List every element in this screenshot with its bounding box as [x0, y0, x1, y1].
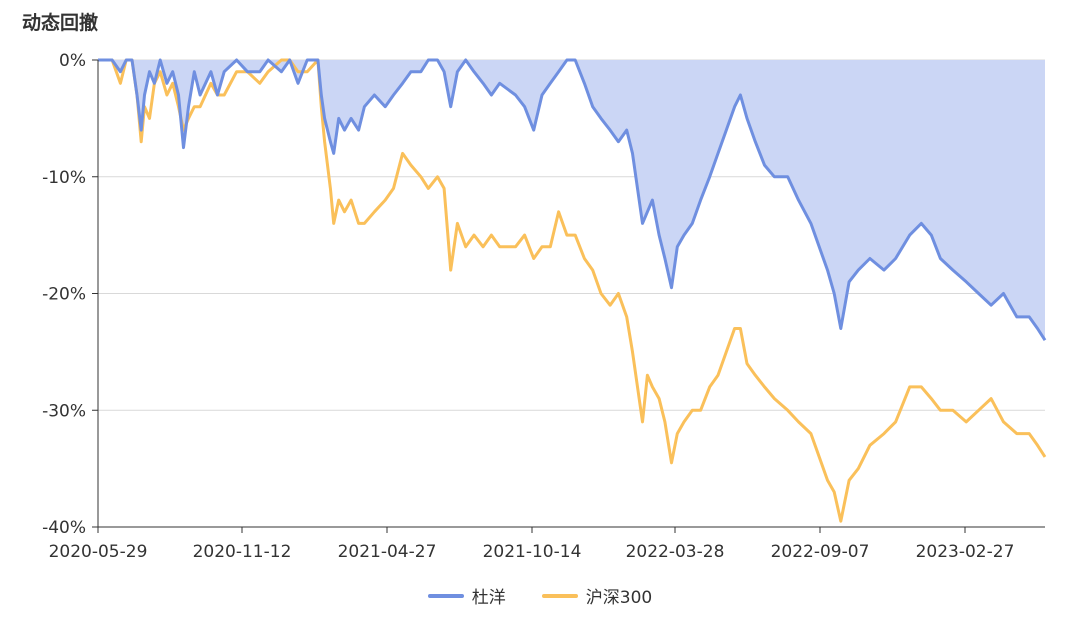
x-tick-label: 2022-09-07 [771, 542, 870, 562]
x-tick-label: 2021-04-27 [338, 542, 437, 562]
x-tick-label: 2023-02-27 [916, 542, 1015, 562]
y-tick-label: -10% [42, 168, 86, 188]
series-layer [98, 58, 1047, 523]
x-tick-label: 2021-10-14 [483, 542, 582, 562]
series-area-0 [98, 60, 1045, 341]
legend: 杜洋 沪深300 [0, 583, 1080, 608]
x-tick-label: 2020-11-12 [193, 542, 292, 562]
x-tick-label: 2020-05-29 [49, 542, 148, 562]
series-line-0 [98, 58, 1047, 342]
legend-swatch-duyang [427, 593, 464, 598]
y-tick-label: -20% [42, 285, 86, 305]
y-tick-label: -40% [42, 518, 86, 538]
y-axis-ticks: 0% -10% -20% -30% -40% [42, 51, 98, 538]
legend-swatch-hs300 [541, 593, 578, 598]
legend-label-duyang: 杜洋 [471, 588, 506, 608]
chart-title: 动态回撤 [22, 12, 99, 34]
legend-item-hs300[interactable]: 沪深300 [541, 583, 653, 608]
y-tick-label: -30% [42, 401, 86, 421]
x-tick-label: 2022-03-28 [626, 542, 725, 562]
x-axis-ticks: 2020-05-29 2020-11-12 2021-04-27 2021-10-14… [49, 527, 1015, 562]
legend-item-duyang[interactable]: 杜洋 [427, 583, 506, 608]
y-tick-label: 0% [59, 51, 86, 71]
legend-label-hs300: 沪深300 [585, 588, 653, 608]
axes [97, 60, 1045, 528]
